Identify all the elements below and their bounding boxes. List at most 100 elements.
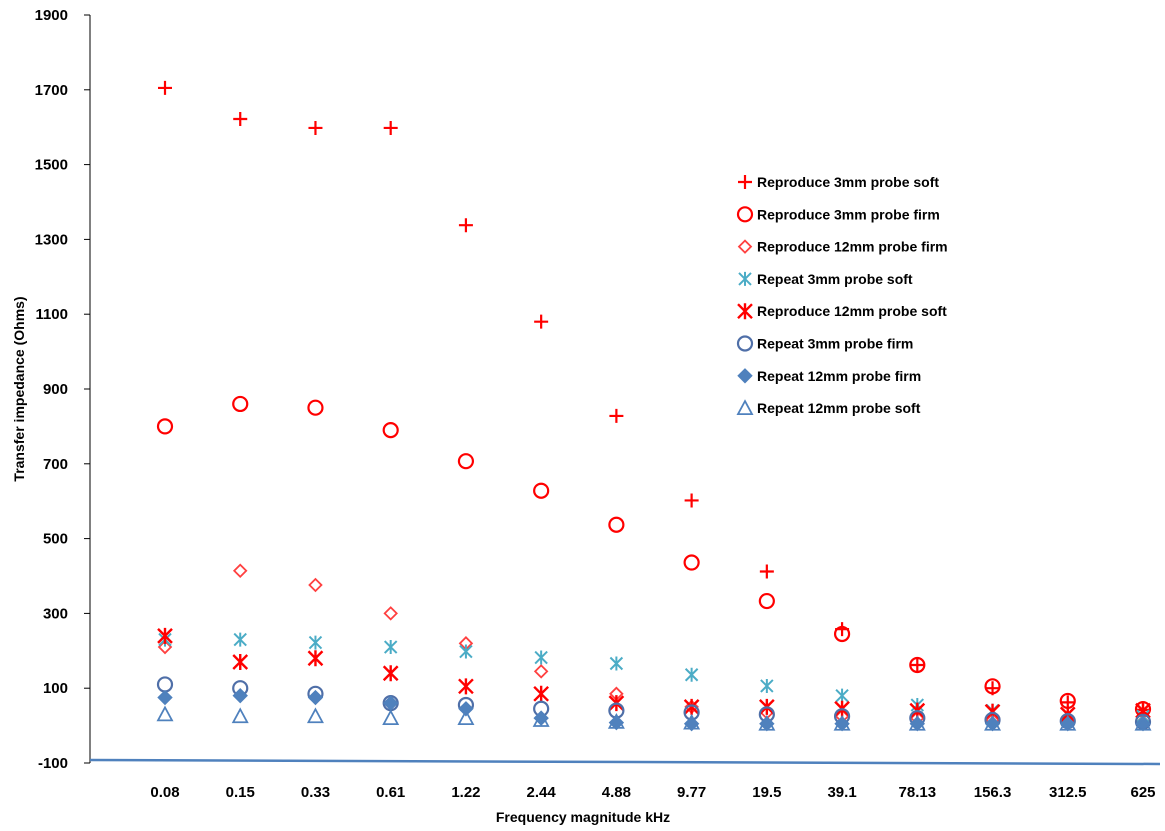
x-tick-label: 78.13 <box>899 784 937 801</box>
legend-label: Repeat 3mm probe firm <box>757 336 913 352</box>
x-axis-line <box>89 758 1161 766</box>
data-point-series-7 <box>759 716 775 732</box>
data-point-series-8 <box>984 714 1002 731</box>
y-axis-title: Transfer impedance (Ohms) <box>11 296 27 481</box>
data-point-series-4 <box>233 632 247 647</box>
data-point-series-8 <box>1134 714 1152 731</box>
data-point-series-8 <box>758 714 776 731</box>
data-point-series-4 <box>760 678 774 693</box>
data-point-series-6 <box>156 676 174 693</box>
x-tick-label: 39.1 <box>827 784 856 801</box>
x-tick-label: 4.88 <box>602 784 631 801</box>
legend-marker <box>736 206 754 223</box>
data-point-series-1 <box>910 658 925 673</box>
legend-marker <box>738 271 752 286</box>
legend-label: Reproduce 3mm probe firm <box>757 206 940 222</box>
data-point-series-3 <box>232 563 248 579</box>
legend-marker <box>737 303 753 320</box>
data-point-series-1 <box>458 218 473 233</box>
legend-marker <box>736 399 754 415</box>
data-point-series-3 <box>308 577 323 593</box>
x-tick-label: 0.33 <box>301 784 330 801</box>
data-point-series-1 <box>233 111 248 126</box>
data-point-series-3 <box>157 639 173 655</box>
data-point-series-4 <box>459 644 473 659</box>
legend-marker <box>737 368 753 384</box>
data-point-series-8 <box>833 714 851 731</box>
legend-marker <box>736 335 754 352</box>
legend-label: Reproduce 12mm probe firm <box>757 239 948 255</box>
data-point-series-2 <box>382 422 399 439</box>
x-tick-label: 312.5 <box>1049 784 1087 801</box>
data-point-series-8 <box>156 705 174 722</box>
x-tick-label: 0.61 <box>376 784 405 801</box>
legend-label: Reproduce 12mm probe soft <box>757 303 947 319</box>
legend-label: Repeat 12mm probe soft <box>757 400 921 416</box>
data-point-series-7 <box>458 701 474 717</box>
x-tick-label: 0.08 <box>150 784 179 801</box>
y-tick-label: 500 <box>43 531 68 548</box>
x-tick-label: 0.15 <box>226 784 255 801</box>
data-point-series-7 <box>157 689 173 706</box>
data-point-series-2 <box>608 516 625 533</box>
x-tick-label: 1.22 <box>451 784 480 801</box>
data-point-series-5 <box>683 698 700 715</box>
data-point-series-1 <box>684 493 699 508</box>
data-point-series-7 <box>232 687 248 704</box>
data-point-series-2 <box>758 592 775 610</box>
data-point-series-2 <box>156 418 174 435</box>
data-point-series-2 <box>833 625 851 643</box>
y-tick-label: -100 <box>38 755 68 772</box>
y-tick-label: 100 <box>43 680 68 697</box>
data-point-series-1 <box>158 80 172 95</box>
data-point-series-3 <box>533 664 549 679</box>
data-point-series-4 <box>308 635 323 650</box>
data-point-series-4 <box>534 650 548 665</box>
data-point-series-8 <box>908 714 926 731</box>
x-tick-label: 19.5 <box>752 784 781 801</box>
data-point-series-3 <box>383 606 398 621</box>
data-point-series-1 <box>759 564 774 579</box>
data-point-series-8 <box>231 707 249 724</box>
data-point-series-7 <box>1060 716 1076 732</box>
y-tick-label: 700 <box>43 456 68 473</box>
y-tick-label: 1100 <box>35 306 68 323</box>
data-point-series-5 <box>458 678 474 695</box>
data-point-series-2 <box>307 399 324 416</box>
y-tick-label: 1500 <box>35 157 68 174</box>
data-point-series-2 <box>909 656 926 674</box>
data-point-series-2 <box>457 453 475 470</box>
data-point-series-7 <box>1135 716 1151 732</box>
data-point-series-8 <box>382 709 400 726</box>
data-point-series-1 <box>534 314 549 329</box>
data-point-series-7 <box>834 716 850 732</box>
data-point-series-7 <box>307 689 324 706</box>
data-point-series-2 <box>232 395 249 413</box>
data-point-series-2 <box>533 482 550 499</box>
data-point-series-5 <box>307 650 324 667</box>
data-point-series-1 <box>308 120 323 135</box>
x-tick-label: 156.3 <box>974 784 1012 801</box>
data-point-series-5 <box>382 665 399 682</box>
data-point-series-8 <box>306 707 324 724</box>
data-point-series-5 <box>232 654 249 671</box>
data-point-series-4 <box>835 688 849 703</box>
legend-label: Repeat 12mm probe firm <box>757 368 921 384</box>
data-point-series-4 <box>609 656 624 671</box>
x-tick-label: 9.77 <box>677 784 706 801</box>
y-tick-label: 300 <box>43 605 68 622</box>
legend-label: Repeat 3mm probe soft <box>757 271 913 287</box>
legend-marker <box>737 239 753 254</box>
data-point-series-7 <box>608 714 625 731</box>
data-point-series-8 <box>1059 714 1077 731</box>
data-point-series-8 <box>607 712 625 729</box>
data-point-series-2 <box>984 678 1001 695</box>
data-point-series-5 <box>157 627 173 644</box>
y-tick-label: 1900 <box>35 7 68 24</box>
data-point-series-1 <box>609 408 624 423</box>
data-point-series-7 <box>984 716 1001 732</box>
data-point-series-4 <box>684 667 699 682</box>
data-point-series-8 <box>457 709 475 726</box>
